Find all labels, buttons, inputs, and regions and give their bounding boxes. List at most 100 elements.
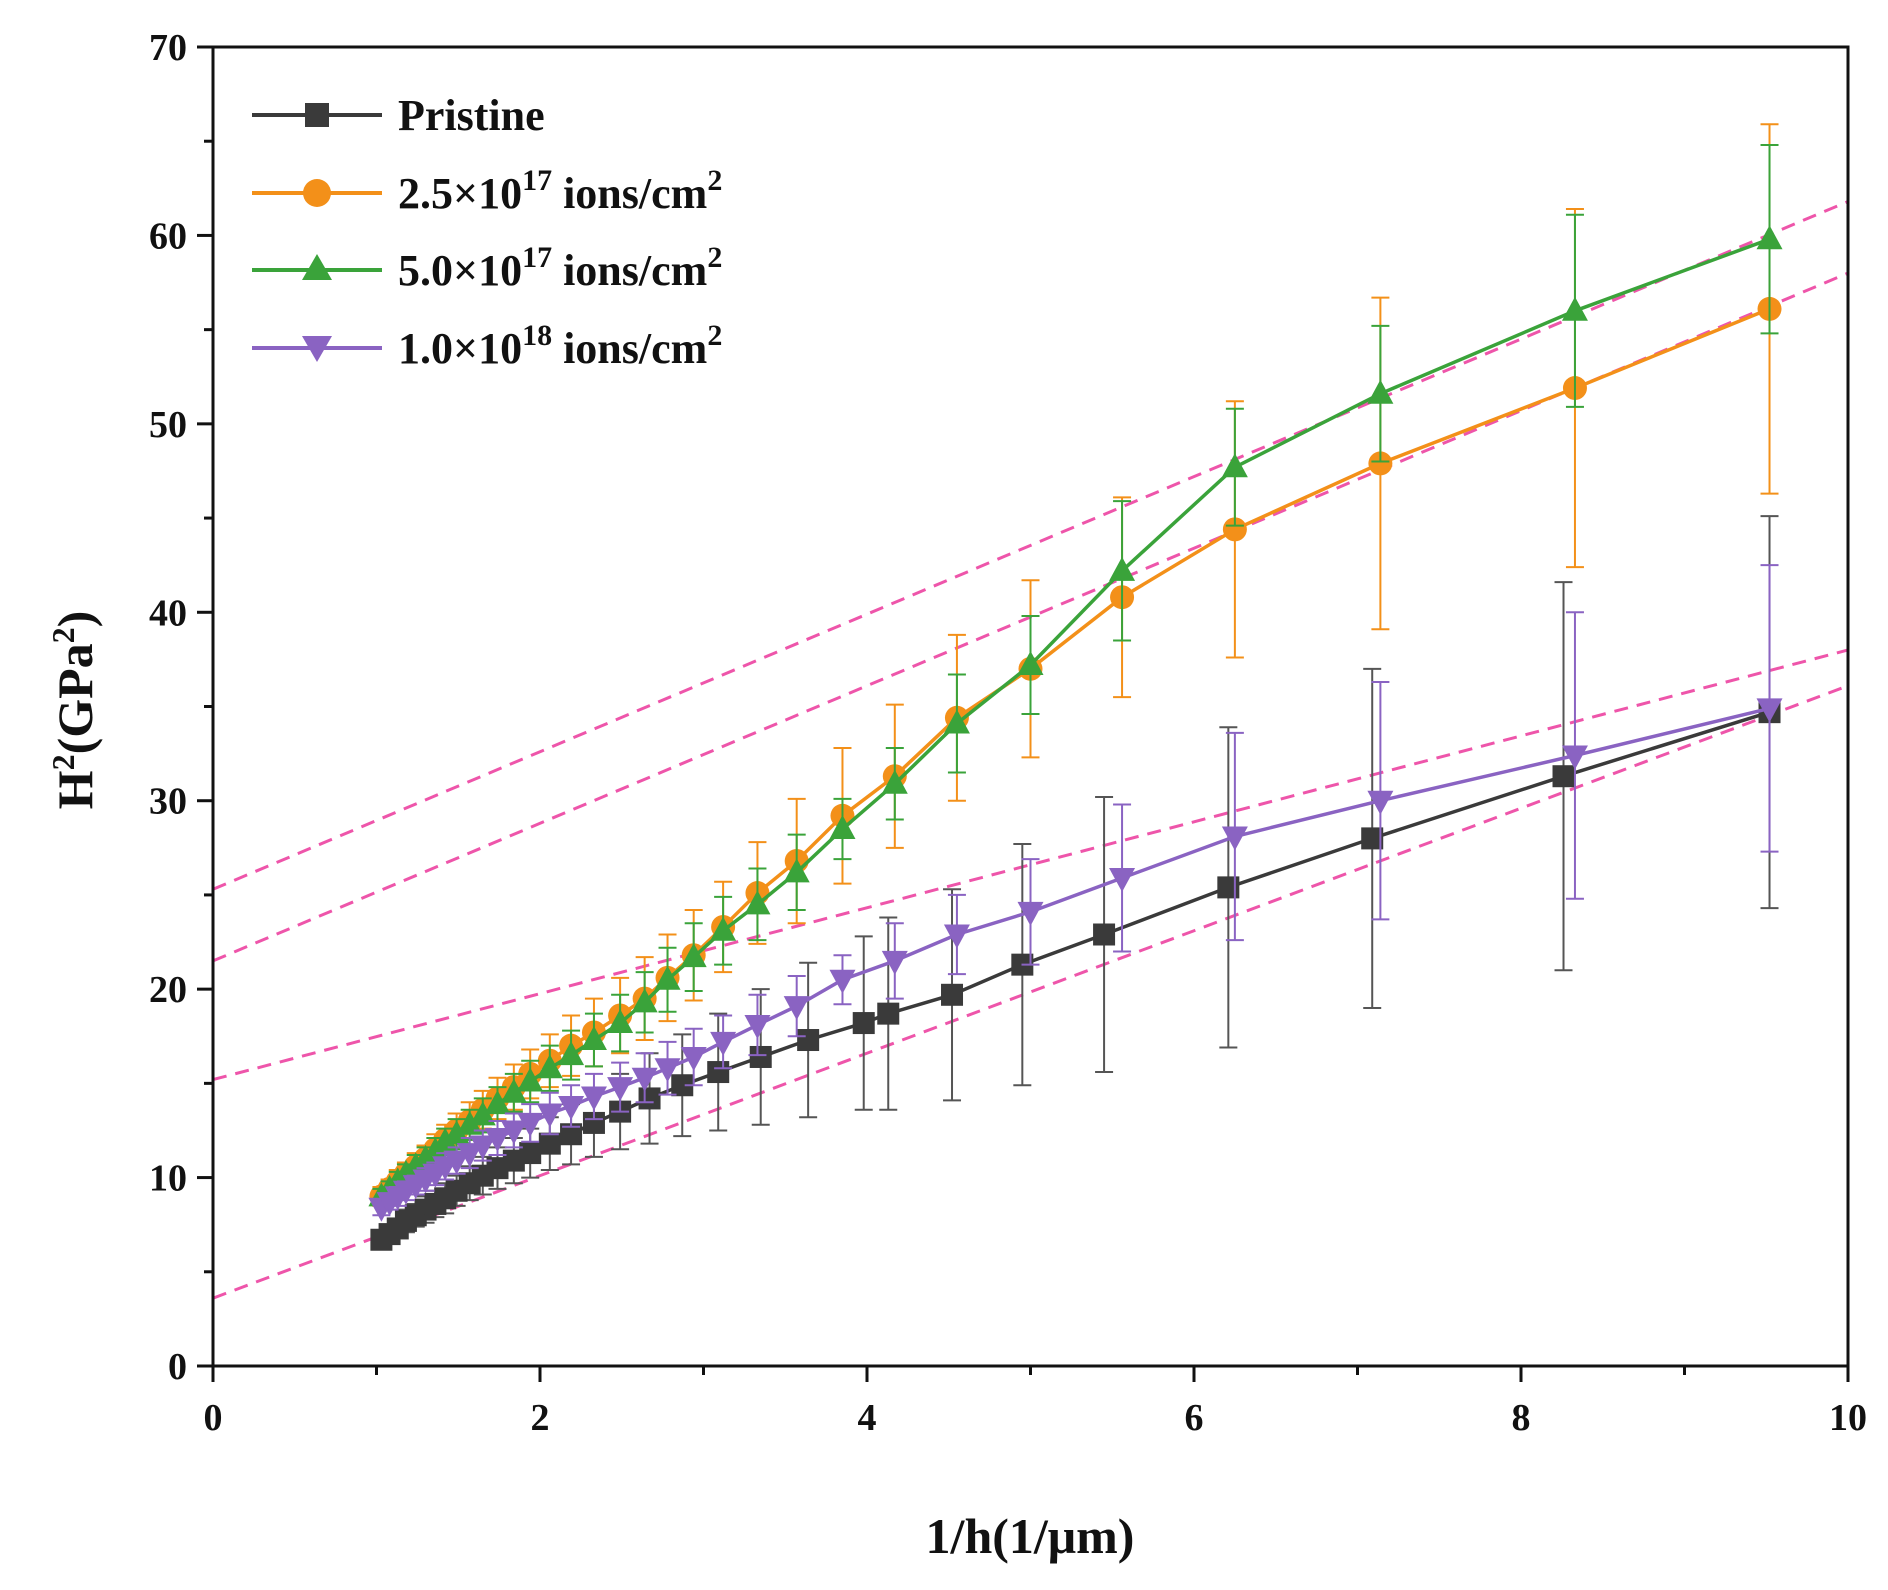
data-point <box>519 1142 542 1165</box>
legend-label-5.0e17-main: 5.0×10 <box>398 246 522 295</box>
y-tick-label: 70 <box>149 27 187 69</box>
legend-label-pristine: Pristine <box>398 91 545 140</box>
data-point <box>881 950 908 975</box>
y-axis-title-close: ) <box>47 611 103 628</box>
data-point <box>852 1012 875 1035</box>
data-point <box>829 969 856 994</box>
data-point <box>829 814 856 839</box>
series-group <box>368 123 1783 1251</box>
data-point <box>654 1058 681 1083</box>
y-axis-title-rest: (GPa <box>47 643 103 754</box>
y-tick-label: 60 <box>149 215 187 257</box>
data-point <box>941 983 964 1006</box>
data-point <box>1368 451 1393 476</box>
series-2 <box>368 143 1783 1207</box>
data-point <box>1222 517 1247 542</box>
data-point <box>671 1074 694 1097</box>
series-0 <box>370 515 1781 1251</box>
legend-label-1.0e18-rest: ions/cm <box>552 324 707 373</box>
data-point <box>517 1067 544 1092</box>
data-point <box>500 1078 527 1103</box>
data-point <box>710 1031 737 1056</box>
data-point <box>744 890 771 915</box>
legend-label-5.0e17-rest: ions/cm <box>552 246 707 295</box>
data-point <box>943 709 970 734</box>
data-point <box>517 1112 544 1137</box>
series-line <box>380 237 1771 1198</box>
legend-item-pristine: Pristine <box>252 91 545 140</box>
legend-label-5.0e17-sup2: 2 <box>707 241 722 274</box>
x-tick-label: 2 <box>531 1397 550 1439</box>
legend-marker-2.5e17 <box>303 179 331 207</box>
data-point <box>1561 745 1588 770</box>
data-point <box>707 1061 730 1084</box>
data-point <box>1756 225 1783 250</box>
data-point <box>538 1132 561 1155</box>
data-point <box>558 1095 585 1120</box>
data-point <box>1109 556 1136 581</box>
data-point <box>1221 453 1248 478</box>
data-point <box>744 1014 771 1039</box>
data-point <box>443 1150 470 1175</box>
fit-line-1 <box>213 200 1848 891</box>
legend-label-2.5e17-sup2: 2 <box>707 164 722 197</box>
data-point <box>1367 790 1394 815</box>
data-point <box>582 1111 605 1134</box>
series-3 <box>368 564 1783 1222</box>
data-point <box>749 1045 772 1068</box>
data-point <box>536 1103 563 1128</box>
data-point <box>580 1086 607 1111</box>
x-axis-title: 1/h(1/μm) <box>926 1508 1135 1564</box>
data-point <box>1017 901 1044 926</box>
data-point <box>560 1123 583 1146</box>
data-point <box>536 1054 563 1079</box>
axes: 0 2 4 6 8 10 0 10 20 30 40 50 60 70 <box>149 27 1867 1439</box>
y-axis-title-main: H <box>47 770 103 809</box>
y-tick-label: 40 <box>149 592 187 634</box>
y-axis-title-sup2: 2 <box>45 627 81 643</box>
y-tick-label: 30 <box>149 781 187 823</box>
data-point <box>1756 698 1783 723</box>
y-axis-title: H2(GPa2) <box>45 611 103 810</box>
legend-label-pristine-main: Pristine <box>398 91 545 140</box>
data-point <box>484 1128 511 1153</box>
data-point <box>783 858 810 883</box>
legend-label-2.5e17-sup: 17 <box>522 164 552 197</box>
data-point <box>638 1087 661 1110</box>
legend-marker-pristine <box>305 103 329 127</box>
data-point <box>500 1120 527 1145</box>
legend-item-1.0e18: 1.0×1018 ions/cm2 <box>252 319 722 373</box>
x-tick-label: 6 <box>1185 1397 1204 1439</box>
legend-item-5.0e17: 5.0×1017 ions/cm2 <box>252 241 722 295</box>
data-point <box>631 988 658 1013</box>
data-point <box>654 965 681 990</box>
data-point <box>1361 827 1384 850</box>
data-point <box>432 1127 459 1152</box>
data-point <box>558 1041 585 1066</box>
data-point <box>607 1009 634 1034</box>
data-point <box>1109 867 1136 892</box>
data-point <box>580 1026 607 1051</box>
data-point <box>1561 296 1588 321</box>
data-point <box>1017 651 1044 676</box>
data-point <box>680 1046 707 1071</box>
data-point <box>484 1090 511 1115</box>
data-point <box>456 1143 483 1168</box>
y-tick-label: 20 <box>149 969 187 1011</box>
data-point <box>469 1135 496 1160</box>
data-point <box>469 1101 496 1126</box>
data-point <box>881 769 908 794</box>
data-point <box>783 996 810 1021</box>
y-tick-label: 0 <box>168 1346 187 1388</box>
legend-label-2.5e17-rest: ions/cm <box>552 169 707 218</box>
x-tick-label: 8 <box>1512 1397 1531 1439</box>
data-point <box>943 924 970 949</box>
data-point <box>710 916 737 941</box>
data-point <box>631 1067 658 1092</box>
legend-label-1.0e18-main: 1.0×10 <box>398 324 522 373</box>
legend-marker-1.0e18 <box>302 336 332 362</box>
data-point <box>680 943 707 968</box>
series-line <box>380 307 1771 1198</box>
data-point <box>607 1077 634 1102</box>
